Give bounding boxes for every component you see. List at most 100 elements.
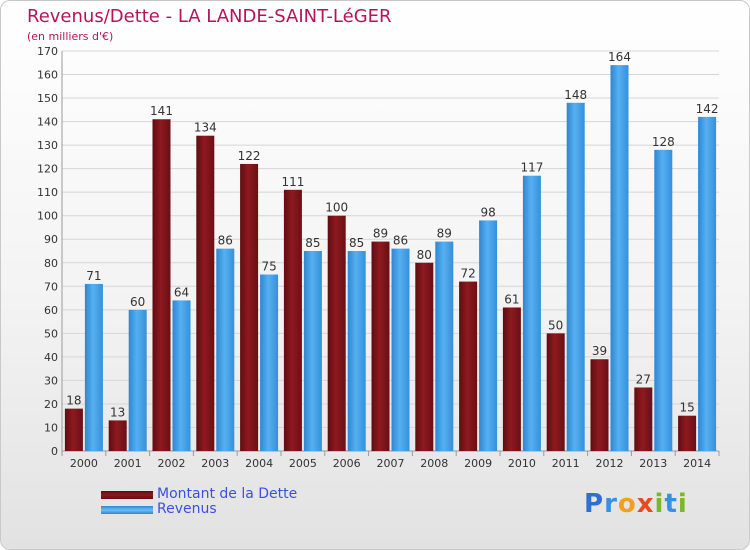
y-tick-label: 60	[44, 304, 58, 317]
data-label-dette: 141	[150, 104, 173, 118]
y-tick-label: 10	[44, 421, 58, 434]
bar-dette	[64, 408, 83, 451]
x-tick-label: 2006	[333, 457, 361, 470]
x-tick-label: 2002	[158, 457, 186, 470]
y-tick-label: 150	[37, 92, 58, 105]
x-tick-label: 2003	[201, 457, 229, 470]
data-label-dette: 50	[548, 318, 563, 332]
data-label-dette: 39	[592, 344, 607, 358]
data-label-revenus: 86	[218, 234, 233, 248]
data-label-revenus: 60	[130, 295, 145, 309]
bar-revenus	[435, 241, 454, 451]
y-tick-label: 80	[44, 257, 58, 270]
y-tick-label: 130	[37, 139, 58, 152]
legend-label-revenus: Revenus	[157, 501, 217, 517]
data-label-dette: 72	[460, 267, 475, 281]
x-tick-label: 2010	[508, 457, 536, 470]
legend-swatch-revenus	[101, 506, 153, 514]
y-tick-label: 100	[37, 210, 58, 223]
data-label-dette: 100	[325, 201, 348, 215]
bar-dette	[502, 307, 521, 451]
data-label-dette: 13	[110, 405, 125, 419]
y-tick-label: 90	[44, 233, 58, 246]
bar-revenus	[479, 220, 498, 451]
y-tick-label: 110	[37, 186, 58, 199]
chart-subtitle: (en milliers d'€)	[27, 30, 114, 43]
bar-dette	[196, 135, 215, 452]
data-label-dette: 89	[373, 227, 388, 241]
y-tick-label: 50	[44, 327, 58, 340]
data-label-revenus: 164	[608, 50, 631, 64]
y-tick-label: 120	[37, 163, 58, 176]
x-tick-label: 2011	[552, 457, 580, 470]
legend-swatch-dette	[101, 491, 153, 499]
bar-revenus	[260, 274, 279, 451]
data-label-revenus: 142	[696, 102, 719, 116]
bar-dette	[371, 241, 390, 451]
proxiti-logo: Proxiti	[584, 489, 688, 519]
x-tick-label: 2008	[420, 457, 448, 470]
data-label-revenus: 89	[437, 227, 452, 241]
bar-revenus	[610, 65, 629, 451]
bar-dette	[415, 262, 434, 451]
bar-revenus	[698, 116, 717, 451]
x-tick-label: 2012	[596, 457, 624, 470]
y-tick-label: 140	[37, 116, 58, 129]
y-tick-label: 20	[44, 398, 58, 411]
bar-revenus	[216, 248, 235, 451]
chart-title: Revenus/Dette - LA LANDE-SAINT-LéGER	[27, 6, 392, 27]
bar-dette	[108, 420, 127, 451]
data-label-dette: 27	[636, 372, 651, 386]
y-tick-label: 70	[44, 280, 58, 293]
bar-dette	[327, 215, 346, 451]
bar-dette	[546, 333, 565, 451]
bar-dette	[283, 189, 302, 451]
data-label-revenus: 75	[261, 260, 276, 274]
data-label-revenus: 64	[174, 285, 189, 299]
bar-revenus	[522, 175, 541, 452]
bar-revenus	[347, 251, 366, 451]
bar-revenus	[303, 251, 322, 451]
bar-dette	[590, 359, 609, 451]
x-tick-label: 2000	[70, 457, 98, 470]
data-label-dette: 15	[679, 401, 694, 415]
y-tick-label: 30	[44, 374, 58, 387]
y-tick-label: 160	[37, 69, 58, 82]
data-label-dette: 122	[238, 149, 261, 163]
y-tick-label: 170	[37, 45, 58, 58]
bar-dette	[634, 387, 653, 451]
x-tick-label: 2004	[245, 457, 273, 470]
x-tick-label: 2009	[464, 457, 492, 470]
data-label-revenus: 85	[305, 236, 320, 250]
y-tick-label: 40	[44, 351, 58, 364]
data-label-dette: 61	[504, 292, 519, 306]
bar-revenus	[391, 248, 410, 451]
data-label-dette: 134	[194, 121, 217, 135]
bar-dette	[240, 163, 259, 452]
x-tick-label: 2005	[289, 457, 317, 470]
bar-revenus	[172, 300, 191, 451]
data-label-revenus: 128	[652, 135, 675, 149]
bar-revenus	[654, 149, 673, 451]
y-tick-label: 0	[51, 445, 58, 458]
bar-dette	[678, 415, 697, 451]
bar-revenus	[566, 102, 585, 451]
bar-dette	[152, 119, 171, 451]
data-label-dette: 18	[66, 394, 81, 408]
data-label-dette: 111	[281, 175, 304, 189]
data-label-revenus: 71	[86, 269, 101, 283]
bar-dette	[459, 281, 478, 451]
data-label-revenus: 85	[349, 236, 364, 250]
x-tick-label: 2014	[683, 457, 711, 470]
x-tick-label: 2013	[639, 457, 667, 470]
bar-revenus	[128, 309, 147, 451]
data-label-revenus: 117	[520, 161, 543, 175]
x-tick-label: 2007	[377, 457, 405, 470]
x-tick-label: 2001	[114, 457, 142, 470]
data-label-revenus: 148	[564, 88, 587, 102]
legend-label-dette: Montant de la Dette	[157, 486, 298, 502]
data-label-revenus: 98	[480, 205, 495, 219]
data-label-revenus: 86	[393, 234, 408, 248]
